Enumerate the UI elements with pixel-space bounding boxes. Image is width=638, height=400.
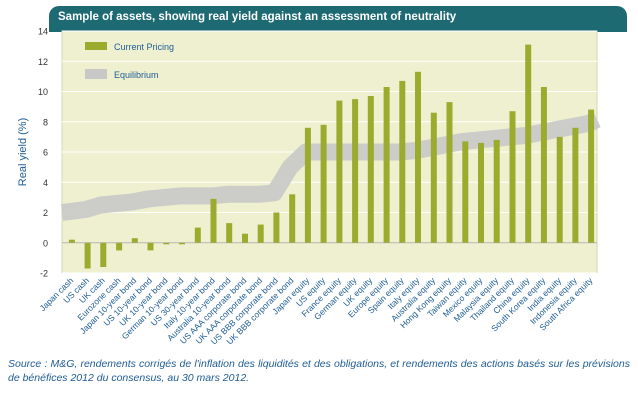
bar-21 xyxy=(399,80,406,243)
bar-31 xyxy=(556,136,563,243)
bar-29 xyxy=(525,44,532,243)
y-axis-title: Real yield (%) xyxy=(17,118,29,186)
y-tick-label: 8 xyxy=(43,117,48,127)
bar-8 xyxy=(194,227,201,243)
source-note: Source : M&G, rendements corrigés de l'i… xyxy=(8,358,630,384)
bar-6 xyxy=(163,242,170,245)
legend-label-current: Current Pricing xyxy=(114,42,174,52)
y-tick-label: -2 xyxy=(40,269,48,279)
y-tick-label: 4 xyxy=(43,178,48,188)
y-tick-label: 0 xyxy=(43,238,48,248)
y-tick-label: 10 xyxy=(38,87,48,97)
bar-30 xyxy=(540,87,547,243)
bar-9 xyxy=(210,198,217,243)
bar-17 xyxy=(336,100,343,243)
bar-14 xyxy=(289,194,296,243)
bar-20 xyxy=(383,87,390,243)
bar-0 xyxy=(68,239,75,243)
bar-19 xyxy=(367,96,374,243)
legend-swatch-current xyxy=(85,42,107,50)
bar-1 xyxy=(84,242,91,269)
bar-15 xyxy=(304,127,311,243)
y-tick-label: 14 xyxy=(38,27,48,37)
y-tick-label: 12 xyxy=(38,57,48,67)
bar-7 xyxy=(179,242,185,245)
bar-11 xyxy=(242,233,248,243)
chart-title-bar: Sample of assets, showing real yield aga… xyxy=(49,6,627,32)
bar-22 xyxy=(415,71,421,243)
legend-label-equilibrium: Equilibrium xyxy=(114,70,159,80)
bar-3 xyxy=(116,242,123,251)
bar-5 xyxy=(147,242,154,251)
bar-2 xyxy=(100,242,107,267)
bar-10 xyxy=(226,223,233,243)
bar-23 xyxy=(430,112,437,243)
bar-32 xyxy=(572,127,579,243)
y-tick-label: 2 xyxy=(43,208,48,218)
y-tick-label: 6 xyxy=(43,148,48,158)
bar-4 xyxy=(131,238,138,243)
legend-swatch-equilibrium xyxy=(85,69,107,79)
bar-24 xyxy=(446,102,453,243)
bar-13 xyxy=(273,212,280,243)
chart-title: Sample of assets, showing real yield aga… xyxy=(58,11,457,23)
bar-27 xyxy=(493,139,500,243)
bar-18 xyxy=(352,99,359,243)
bar-16 xyxy=(320,124,327,243)
bar-25 xyxy=(462,141,469,243)
bar-28 xyxy=(509,111,516,243)
bar-12 xyxy=(257,224,264,243)
bar-26 xyxy=(478,142,484,243)
bar-33 xyxy=(588,109,595,243)
